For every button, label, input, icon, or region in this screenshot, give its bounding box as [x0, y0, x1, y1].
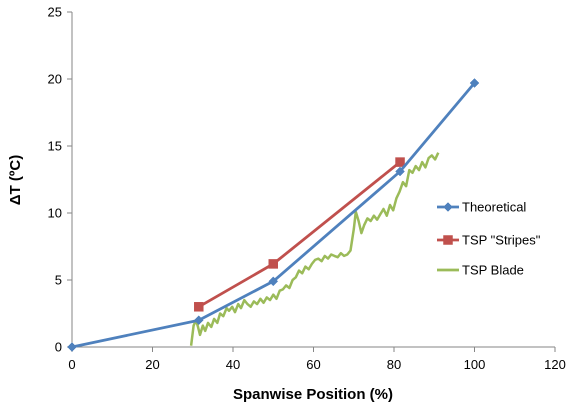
y-tick-label: 25 [48, 5, 62, 20]
legend-label: Theoretical [462, 200, 526, 215]
chart-axes [71, 12, 555, 348]
y-tick-label: 10 [48, 206, 62, 221]
y-tick-label: 0 [55, 340, 62, 355]
chart-series-layer [67, 78, 480, 352]
x-tick-label: 0 [68, 357, 75, 372]
x-tick-label: 80 [387, 357, 401, 372]
legend-entry: TSP "Stripes" [437, 233, 541, 248]
y-tick-label: 15 [48, 139, 62, 154]
series-point [268, 276, 279, 287]
legend-label: TSP Blade [462, 263, 524, 278]
x-tick-label: 20 [145, 357, 159, 372]
series-group [189, 152, 440, 346]
legend-entry: TSP Blade [437, 263, 524, 278]
series-point [194, 302, 204, 312]
x-axis-title: Spanwise Position (%) [233, 386, 393, 403]
series-group [67, 78, 480, 352]
y-axis-title: ΔT (ºC) [7, 155, 24, 205]
series-point [443, 235, 453, 245]
y-tick-label: 20 [48, 72, 62, 87]
chart-legend: Theoretical TSP "Stripes" TSP Blade [437, 200, 541, 278]
series-point [268, 259, 278, 269]
series-point [443, 202, 453, 212]
y-tick-label: 5 [55, 273, 62, 288]
x-tick-label: 40 [226, 357, 240, 372]
legend-label: TSP "Stripes" [462, 233, 541, 248]
series-point [193, 315, 204, 326]
series-point [395, 157, 405, 167]
x-tick-label: 100 [464, 357, 486, 372]
x-tick-label: 120 [544, 357, 566, 372]
series-group [194, 157, 405, 312]
series-line [198, 161, 401, 309]
x-tick-label: 60 [306, 357, 320, 372]
series-point [67, 342, 77, 352]
series-point [469, 78, 480, 88]
series-line [189, 152, 440, 346]
legend-entry: Theoretical [437, 200, 526, 215]
chart-ticks: 0 5 10 15 20 25 0 20 40 60 80 100 120 [48, 5, 566, 373]
series-point [395, 166, 405, 177]
series-line [71, 82, 476, 349]
